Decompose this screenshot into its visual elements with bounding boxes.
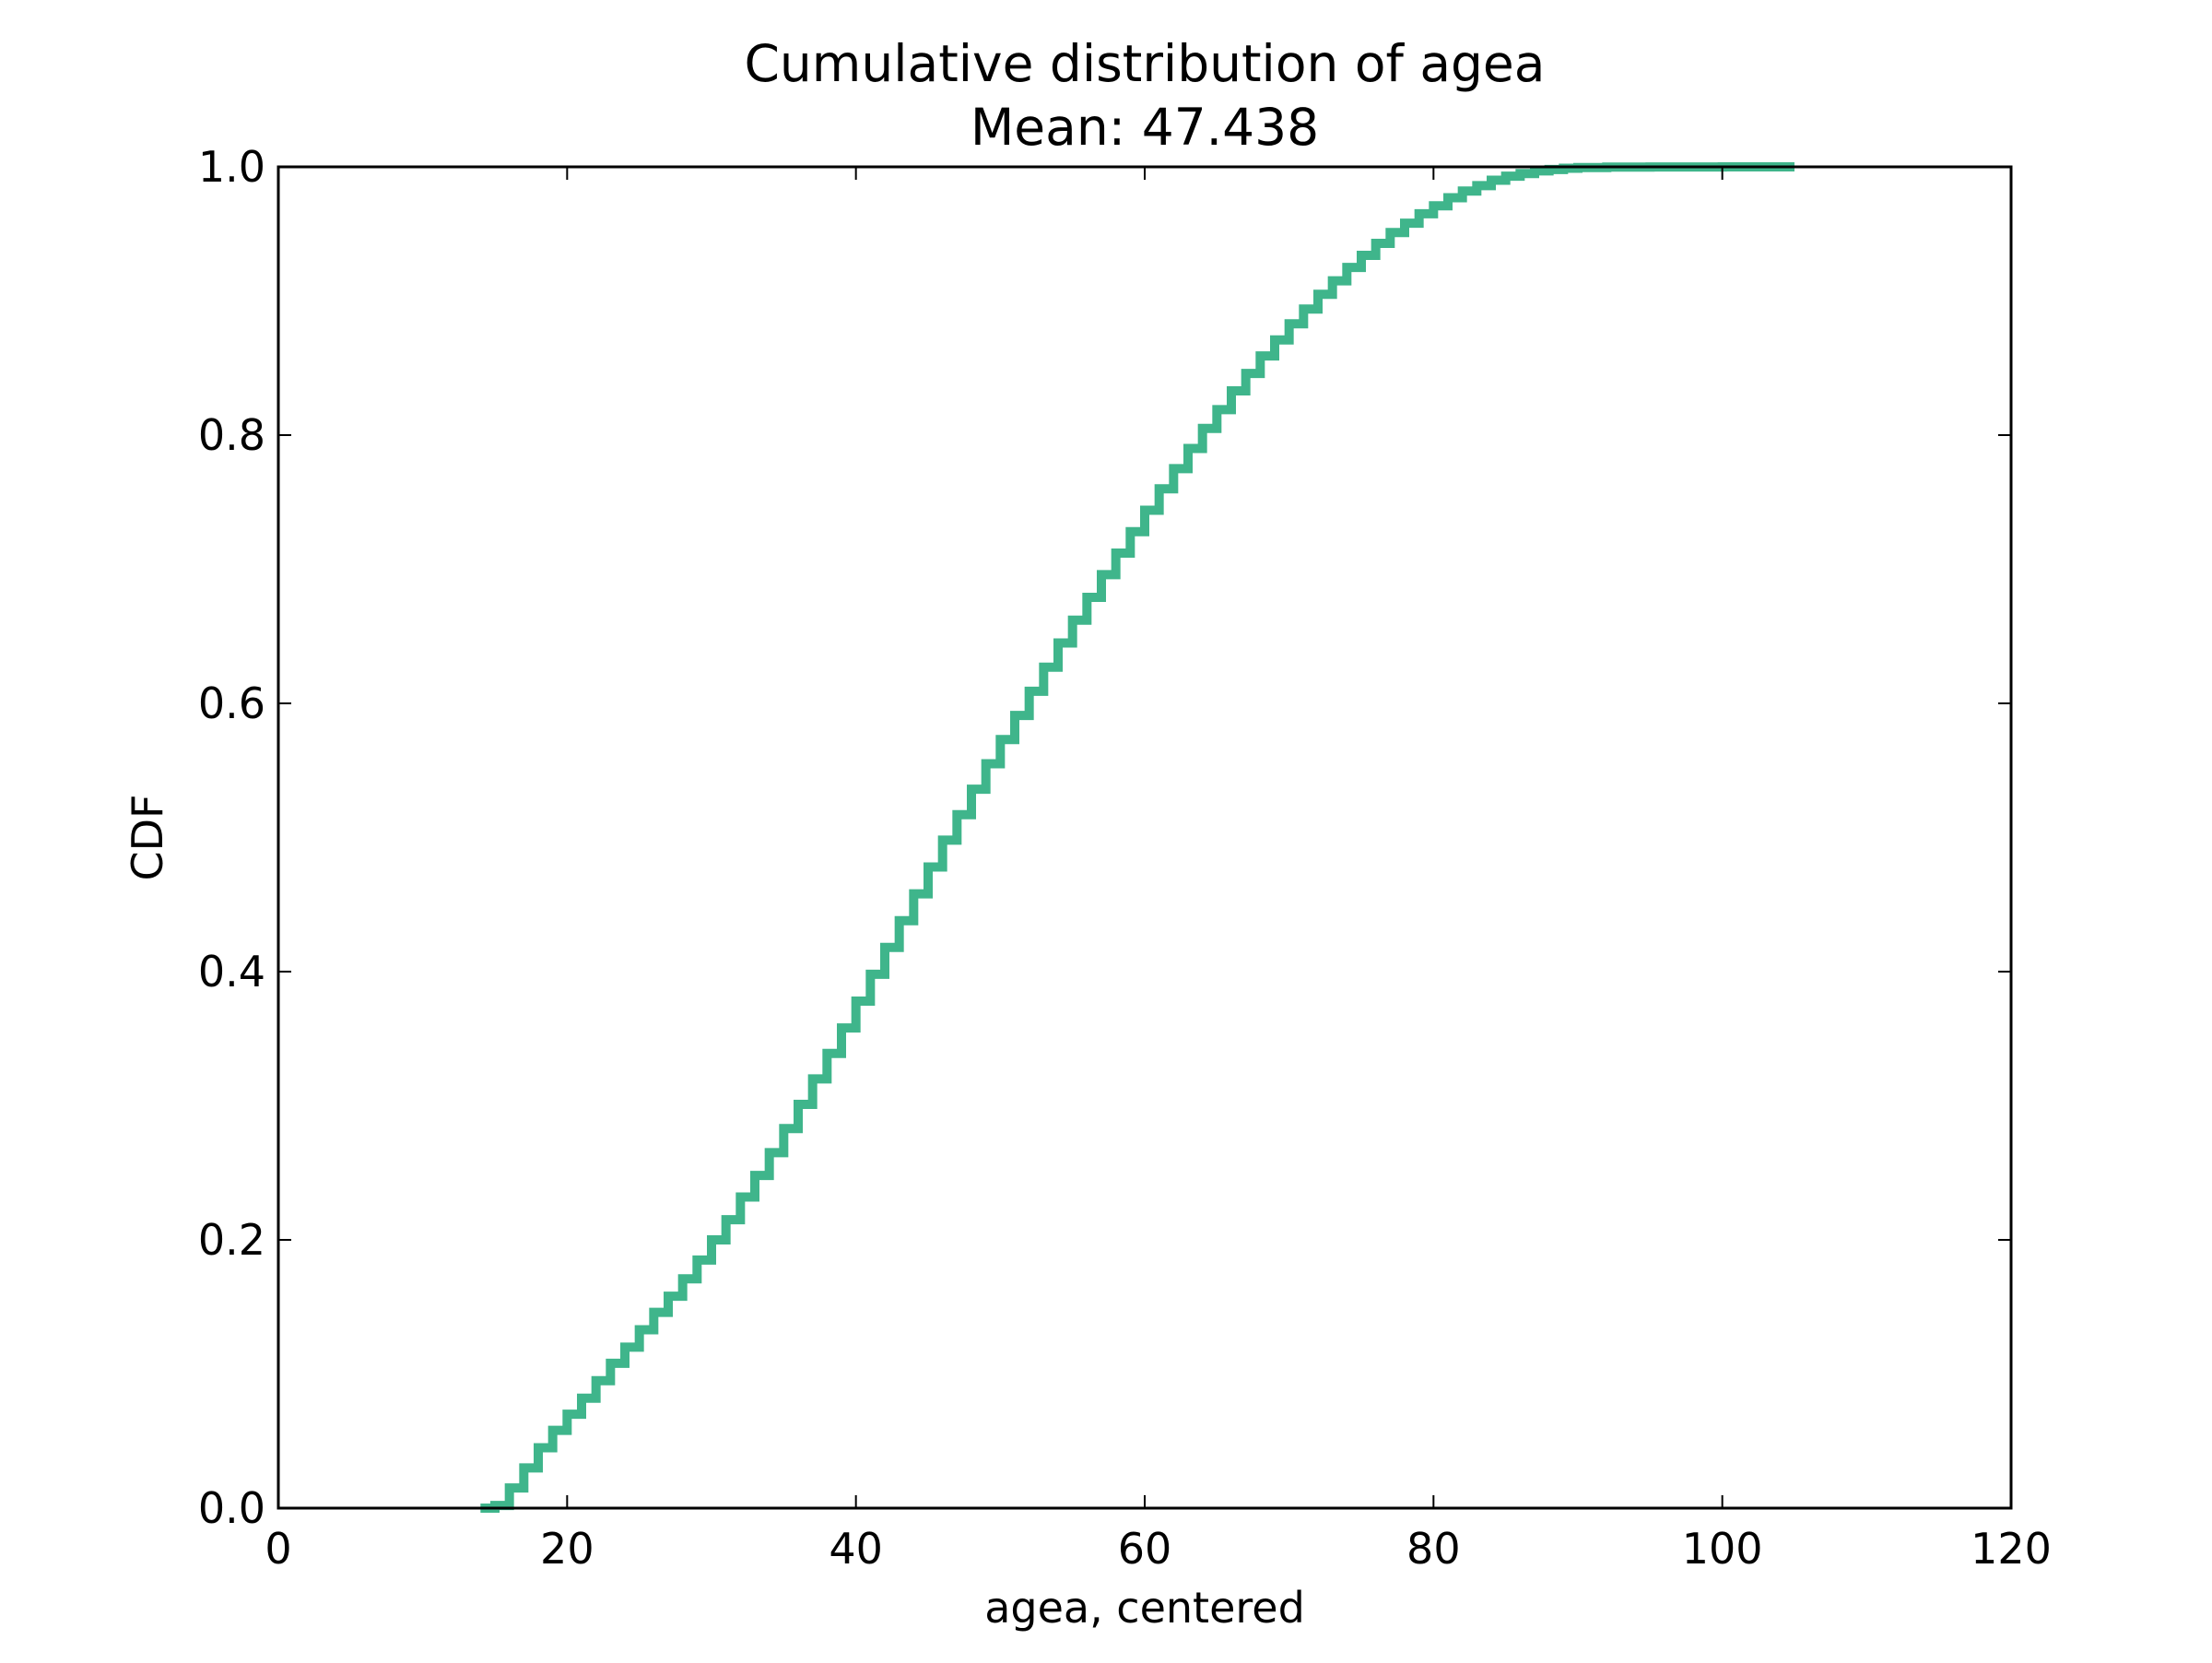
- x-tick-label: 20: [540, 1524, 594, 1574]
- series-layer: [480, 162, 1794, 1513]
- y-tick-label: 0.0: [198, 1483, 265, 1533]
- y-tick-label: 1.0: [198, 142, 265, 192]
- tick-layer: 0 20 40 60 80 100 120 0.0 0.2 0.4 0.6 0.8 1.0: [198, 142, 2052, 1574]
- chart-subtitle: Mean: 47.438: [971, 98, 1319, 157]
- x-tick-label: 0: [265, 1524, 291, 1574]
- y-axis-title: CDF: [123, 795, 172, 881]
- y-tick-label: 0.4: [198, 947, 265, 997]
- y-tick-label: 0.2: [198, 1215, 265, 1265]
- x-axis-title: agea, centered: [984, 1583, 1305, 1633]
- y-tick-label: 0.8: [198, 410, 265, 460]
- y-tick-label: 0.6: [198, 678, 265, 728]
- chart-title: Cumulative distribution of agea: [745, 34, 1546, 93]
- x-tick-label: 120: [1971, 1524, 2052, 1574]
- cdf-series-line: [480, 162, 1794, 1513]
- x-tick-label: 40: [829, 1524, 883, 1574]
- plot-frame: [276, 165, 2013, 1510]
- x-tick-label: 80: [1406, 1524, 1461, 1574]
- x-tick-label: 100: [1682, 1524, 1763, 1574]
- x-tick-label: 60: [1118, 1524, 1172, 1574]
